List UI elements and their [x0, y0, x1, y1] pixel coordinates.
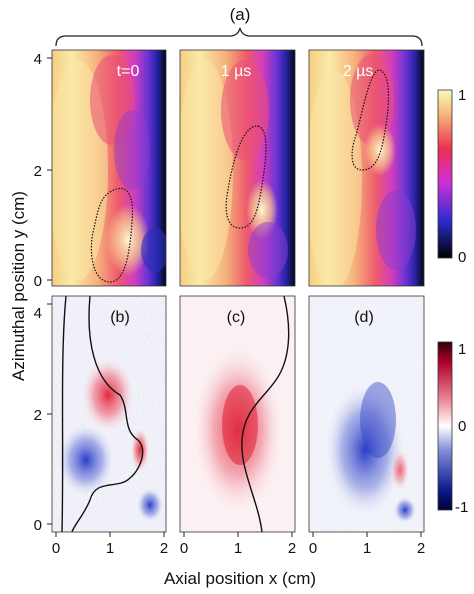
b-x-tick-1: 1 [106, 540, 114, 557]
bottom-x-axis: 0 1 2 0 1 2 0 1 2 [52, 532, 425, 557]
panel-a3: 2 µs [308, 49, 425, 287]
d-x-tick-2: 2 [417, 540, 425, 557]
bottom-colorbar-tick-1: 1 [458, 341, 466, 358]
b-x-tick-2: 2 [160, 540, 168, 557]
y-axis-label: Azimuthal position y (cm) [9, 191, 28, 381]
d-x-tick-0: 0 [309, 540, 317, 557]
top-colorbar: 1 0 [437, 87, 466, 266]
top-y-tick-2: 2 [34, 163, 42, 180]
panel-a3-label: 2 µs [343, 63, 374, 80]
panel-c-label: (c) [227, 309, 246, 326]
b-x-tick-0: 0 [52, 540, 60, 557]
panel-a2-label: 1 µs [221, 63, 252, 80]
bottom-colorbar-tick-0: 0 [458, 418, 466, 435]
panel-a1-label: t=0 [117, 63, 140, 80]
group-bracket [55, 27, 423, 47]
panel-b-label: (b) [110, 309, 130, 326]
panel-d: (d) [308, 295, 425, 533]
bottom-colorbar-tick-neg1: -1 [455, 499, 468, 516]
panel-a1: t=0 [51, 49, 167, 287]
c-x-tick-1: 1 [234, 540, 242, 557]
panel-c: (c) [179, 295, 296, 533]
top-y-tick-4: 4 [34, 51, 42, 68]
panel-d-label: (d) [354, 309, 374, 326]
top-colorbar-tick-1: 1 [458, 87, 466, 104]
panel-b: (b) [51, 295, 167, 533]
top-y-axis: 4 2 0 [34, 51, 52, 290]
bottom-y-tick-2: 2 [34, 407, 42, 424]
group-label: (a) [230, 5, 251, 24]
c-x-tick-2: 2 [288, 540, 296, 557]
bottom-y-tick-4: 4 [34, 305, 42, 322]
d-x-tick-1: 1 [363, 540, 371, 557]
x-axis-label: Axial position x (cm) [164, 569, 316, 588]
top-y-tick-0: 0 [34, 273, 42, 290]
bottom-colorbar: 1 0 -1 [437, 341, 468, 516]
bottom-y-axis: 4 2 0 [34, 303, 52, 534]
panel-a2: 1 µs [179, 49, 296, 287]
bottom-y-tick-0: 0 [34, 517, 42, 534]
top-colorbar-tick-0: 0 [458, 249, 466, 266]
c-x-tick-0: 0 [180, 540, 188, 557]
